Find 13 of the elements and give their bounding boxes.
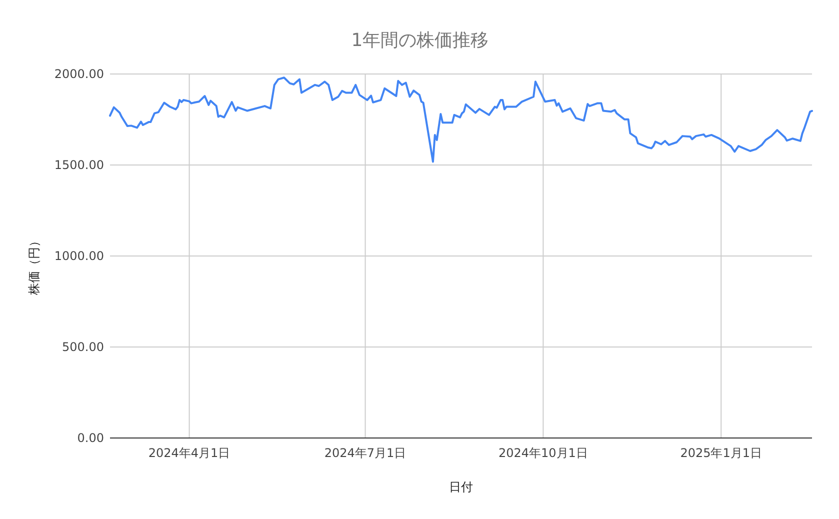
x-tick-label: 2024年10月1日 — [498, 446, 588, 460]
line-series — [109, 76, 813, 163]
x-axis-title: 日付 — [449, 480, 473, 494]
y-axis-title: 株価（円） — [27, 235, 41, 296]
y-tick-label: 1000.00 — [54, 249, 104, 263]
chart-title: 1年間の株価推移 — [351, 30, 489, 51]
y-tick-label: 0.00 — [77, 431, 104, 445]
y-tick-label: 1500.00 — [54, 158, 104, 172]
x-tick-label: 2024年4月1日 — [148, 446, 230, 460]
x-tick-label: 2025年1月1日 — [680, 446, 762, 460]
y-tick-label: 500.00 — [62, 340, 104, 354]
x-tick-label: 2024年7月1日 — [324, 446, 406, 460]
y-tick-label: 2000.00 — [54, 67, 104, 81]
